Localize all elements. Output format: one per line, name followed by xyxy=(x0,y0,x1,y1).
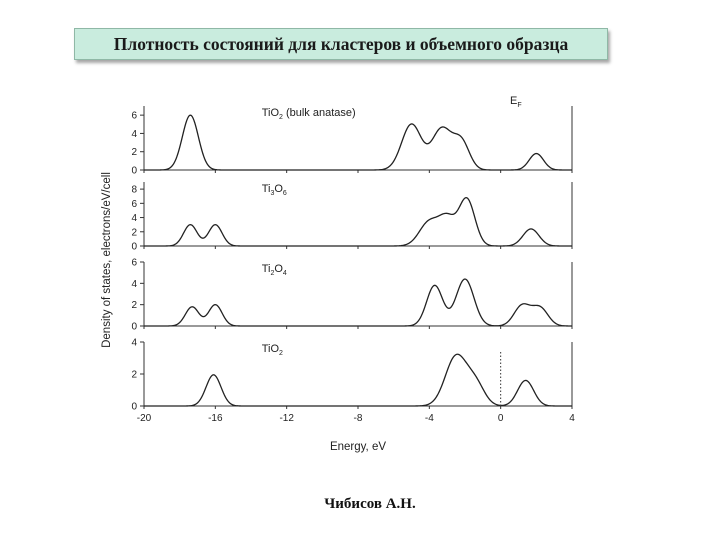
panel-1-ytick-label: 4 xyxy=(131,213,137,224)
dos-chart: 0 2 4 6 TiO2 (bulk anatase) 0 2 4 6 8 Ti3O6 0 2 4 6 Ti2… xyxy=(101,95,575,453)
panel-2-dos-curve xyxy=(144,278,572,327)
panel-0-ytick-label: 4 xyxy=(131,129,137,140)
panel-3-ytick-label: 2 xyxy=(131,370,137,381)
panel-1-dos-curve xyxy=(144,196,572,247)
panel-3-ytick-label: 4 xyxy=(131,338,137,349)
fermi-label: EF xyxy=(510,95,522,109)
xtick-label: -12 xyxy=(279,413,294,424)
author-name: Чибисов А.Н. xyxy=(324,496,416,512)
panel-1-ytick-label: 8 xyxy=(131,185,137,196)
xtick-label: -16 xyxy=(208,413,223,424)
slide-title: Плотность состояний для кластеров и объе… xyxy=(74,28,608,60)
xtick-label: -20 xyxy=(137,413,152,424)
panel-1-ytick-label: 0 xyxy=(131,242,137,253)
x-axis-label: Energy, eV xyxy=(330,441,386,453)
xtick-label: 4 xyxy=(569,413,575,424)
chart-plot-area: 0 2 4 6 TiO2 (bulk anatase) 0 2 4 6 8 Ti3O6 0 2 4 6 Ti2… xyxy=(131,106,575,424)
panel-0-ytick-label: 0 xyxy=(131,166,137,177)
panel-2-ytick-label: 4 xyxy=(131,279,137,290)
xtick-label: -8 xyxy=(354,413,363,424)
y-axis-label: Density of states, electrons/eV/cell xyxy=(101,172,113,348)
panel-1-label: Ti3O6 xyxy=(262,183,287,197)
panel-0-label: TiO2 (bulk anatase) xyxy=(262,107,356,121)
panel-0-ytick-label: 6 xyxy=(131,111,137,122)
xtick-label: -4 xyxy=(425,413,434,424)
panel-1-ytick-label: 6 xyxy=(131,199,137,210)
panel-2-ytick-label: 6 xyxy=(131,258,137,269)
panel-1-ytick-label: 2 xyxy=(131,227,137,238)
panel-2-ytick-label: 2 xyxy=(131,300,137,311)
panel-2-ytick-label: 0 xyxy=(131,322,137,333)
panel-0-ytick-label: 2 xyxy=(131,147,137,158)
panel-3-ytick-label: 0 xyxy=(131,402,137,413)
panel-3-label: TiO2 xyxy=(262,343,283,357)
xtick-label: 0 xyxy=(498,413,504,424)
panel-0-dos-curve xyxy=(144,114,572,171)
panel-2-label: Ti2O4 xyxy=(262,263,287,277)
panel-3-dos-curve xyxy=(144,353,572,407)
